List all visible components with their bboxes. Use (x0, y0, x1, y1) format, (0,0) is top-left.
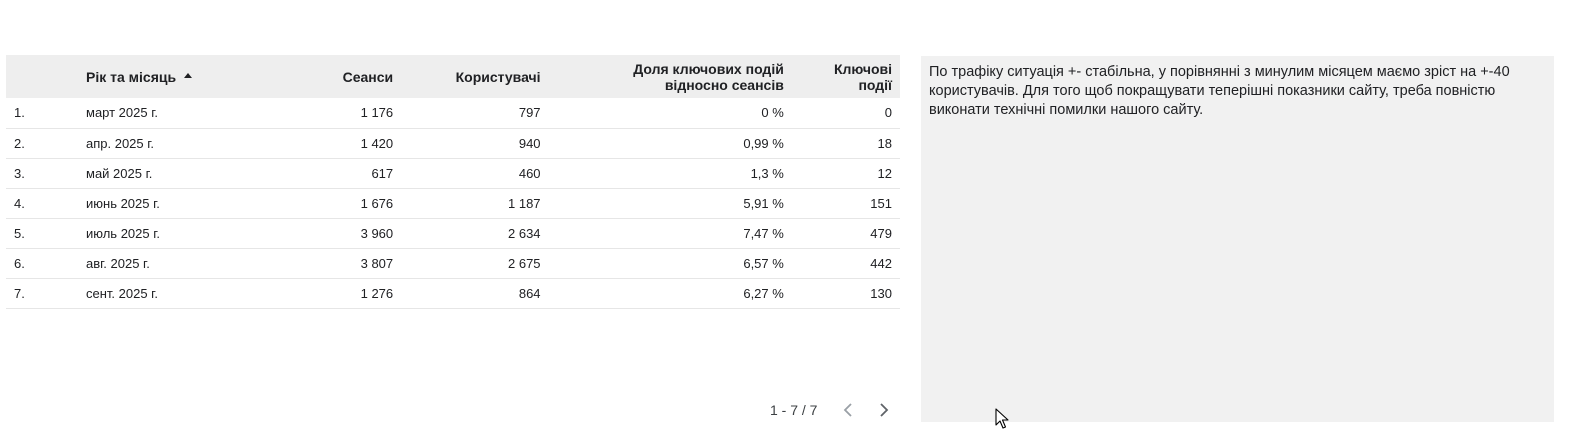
row-key-event-rate: 1,3 % (750, 165, 784, 181)
row-month: сент. 2025 г. (86, 285, 158, 301)
column-header-key-events-line2: події (858, 76, 892, 93)
column-header-index (6, 55, 78, 98)
row-month: июнь 2025 г. (86, 195, 160, 211)
row-key-event-rate: 6,27 % (743, 285, 784, 301)
column-header-users[interactable]: Користувачі (455, 68, 541, 85)
commentary-text: По трафіку ситуація +- стабільна, у порі… (929, 64, 1510, 118)
row-key-events: 18 (877, 135, 892, 151)
row-sessions: 1 176 (360, 105, 394, 121)
column-header-key-event-rate-line2: відносно сеансів (664, 76, 784, 93)
column-header-key-event-rate[interactable]: Доля ключових подій відносно сеансів (549, 55, 792, 98)
row-index: 1. (14, 105, 25, 121)
row-key-events: 479 (870, 225, 892, 241)
table-row: 7. сент. 2025 г. 1 276 864 6,27 % 130 (6, 278, 900, 308)
row-key-events: 0 (884, 105, 892, 121)
row-key-event-rate: 0 % (761, 105, 784, 121)
table-row: 2. апр. 2025 г. 1 420 940 0,99 % 18 (6, 128, 900, 158)
commentary-text-box[interactable]: По трафіку ситуація +- стабільна, у порі… (921, 56, 1554, 422)
row-month: май 2025 г. (86, 165, 153, 181)
row-sessions: 3 807 (360, 255, 394, 271)
row-sessions: 617 (371, 165, 394, 181)
chevron-left-icon[interactable] (841, 401, 855, 419)
column-header-key-events[interactable]: Ключові події (792, 55, 900, 98)
table-row: 6. авг. 2025 г. 3 807 2 675 6,57 % 442 (6, 248, 900, 278)
table-row: 5. июль 2025 г. 3 960 2 634 7,47 % 479 (6, 218, 900, 248)
row-key-event-rate: 6,57 % (743, 255, 784, 271)
row-index: 7. (14, 285, 25, 301)
table-row: 4. июнь 2025 г. 1 676 1 187 5,91 % 151 (6, 188, 900, 218)
row-index: 2. (14, 135, 25, 151)
pagination-range: 1 - 7 / 7 (770, 402, 818, 418)
row-sessions: 1 420 (360, 135, 394, 151)
column-header-month[interactable]: Рік та місяць (78, 55, 304, 98)
table-header-row: Рік та місяць Сеанси Користувачі Доля кл… (6, 55, 900, 98)
monthly-traffic-table: Рік та місяць Сеанси Користувачі Доля кл… (6, 55, 900, 309)
row-month: июль 2025 г. (86, 225, 160, 241)
row-users: 460 (518, 165, 541, 181)
row-key-events: 151 (870, 195, 892, 211)
column-header-sessions[interactable]: Сеанси (342, 68, 394, 85)
row-key-events: 130 (870, 285, 892, 301)
row-index: 3. (14, 165, 25, 181)
row-key-event-rate: 0,99 % (743, 135, 784, 151)
row-index: 6. (14, 255, 25, 271)
row-users: 1 187 (508, 195, 541, 211)
row-index: 5. (14, 225, 25, 241)
sort-ascending-icon[interactable] (184, 73, 193, 79)
table-pagination: 1 - 7 / 7 (770, 401, 913, 419)
row-sessions: 1 676 (360, 195, 394, 211)
table-row: 3. май 2025 г. 617 460 1,3 % 12 (6, 158, 900, 188)
row-key-events: 442 (870, 255, 892, 271)
row-sessions: 3 960 (360, 225, 394, 241)
row-users: 940 (518, 135, 541, 151)
row-month: март 2025 г. (86, 105, 158, 121)
row-key-events: 12 (877, 165, 892, 181)
row-key-event-rate: 5,91 % (743, 195, 784, 211)
column-header-key-event-rate-line1: Доля ключових подій (633, 60, 784, 77)
row-users: 797 (518, 105, 541, 121)
row-users: 2 634 (508, 225, 541, 241)
column-header-month-label: Рік та місяць (86, 68, 177, 85)
mouse-pointer-icon (995, 408, 1009, 435)
column-header-key-events-line1: Ключові (833, 60, 892, 77)
row-users: 2 675 (508, 255, 541, 271)
chevron-right-icon[interactable] (877, 401, 891, 419)
row-month: авг. 2025 г. (86, 255, 150, 271)
table-row: 1. март 2025 г. 1 176 797 0 % 0 (6, 98, 900, 128)
row-key-event-rate: 7,47 % (743, 225, 784, 241)
row-index: 4. (14, 195, 25, 211)
row-month: апр. 2025 г. (86, 135, 155, 151)
row-users: 864 (518, 285, 541, 301)
row-sessions: 1 276 (360, 285, 394, 301)
